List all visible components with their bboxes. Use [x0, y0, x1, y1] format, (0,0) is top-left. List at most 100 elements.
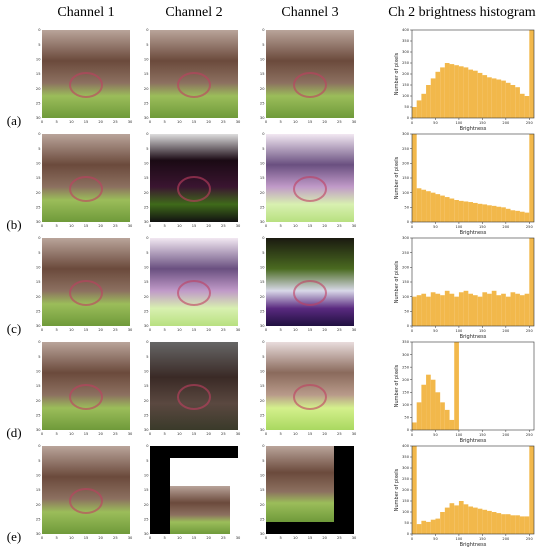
image-y-tick: 10 — [144, 370, 149, 374]
image-y-tick: 0 — [146, 28, 149, 32]
image-y-tick: 20 — [260, 399, 265, 403]
y-tick-label: 300 — [402, 353, 410, 357]
image-y-tick: 25 — [144, 518, 149, 522]
bar — [426, 191, 431, 222]
image-y-tick: 0 — [146, 444, 149, 448]
image-y-tick: 5 — [38, 459, 40, 463]
bar — [421, 93, 427, 118]
image-y-tick: 10 — [260, 58, 265, 62]
bar — [487, 293, 492, 326]
bar — [529, 446, 534, 534]
bar — [412, 446, 417, 534]
image-y-tick: 15 — [144, 488, 149, 492]
image-y-tick: 5 — [38, 43, 40, 47]
image-detail — [293, 384, 327, 410]
x-tick-label: 50 — [433, 537, 438, 541]
image-y-tick: 15 — [36, 72, 41, 76]
x-tick-label: 250 — [526, 329, 534, 333]
column-header: Channel 2 — [165, 5, 222, 20]
image-y-tick: 20 — [36, 295, 41, 299]
image-detail — [69, 384, 103, 410]
image-x-tick: 20 — [206, 536, 211, 540]
image-y-tick: 0 — [262, 28, 265, 32]
bar — [463, 67, 469, 118]
bar — [440, 402, 445, 430]
image-x-tick: 25 — [113, 536, 118, 540]
image-x-tick: 0 — [41, 328, 44, 332]
image-x-tick: 25 — [337, 120, 342, 124]
image-x-tick: 30 — [128, 120, 133, 124]
bar — [487, 510, 492, 534]
y-tick-label: 0 — [407, 324, 410, 328]
x-tick-label: 100 — [455, 433, 463, 437]
image-x-tick: 10 — [69, 224, 74, 228]
y-tick-label: 50 — [404, 310, 409, 314]
y-tick-label: 0 — [407, 428, 410, 432]
image-x-tick: 0 — [149, 328, 152, 332]
x-tick-label: 100 — [455, 225, 463, 229]
y-axis-label: Number of pixels — [394, 52, 400, 95]
image-x-tick: 5 — [164, 328, 166, 332]
image-y-tick: 30 — [36, 324, 41, 328]
image-x-tick: 30 — [352, 224, 357, 228]
bar — [468, 506, 473, 534]
bar — [444, 290, 450, 326]
image-y-tick: 5 — [146, 459, 148, 463]
image-x-tick: 30 — [236, 328, 241, 332]
image-y-tick: 30 — [36, 116, 41, 120]
bar — [430, 379, 436, 430]
image-x-tick: 30 — [128, 536, 133, 540]
image-y-tick: 5 — [262, 251, 264, 255]
bar — [435, 518, 441, 534]
image-x-tick: 25 — [337, 536, 342, 540]
bar — [510, 85, 516, 118]
image-detail — [177, 384, 211, 410]
bar — [510, 210, 516, 222]
image-detail — [177, 176, 211, 202]
image-panel: 0 0 5 5 10 10 15 15 20 20 25 25 30 30 — [36, 28, 133, 124]
image-x-tick: 30 — [236, 432, 241, 436]
image-y-tick: 30 — [144, 428, 149, 432]
image-x-tick: 30 — [352, 328, 357, 332]
image-y-tick: 25 — [36, 518, 41, 522]
image-x-tick: 10 — [293, 536, 298, 540]
bar — [515, 293, 520, 326]
bar — [421, 384, 427, 430]
y-tick-label: 350 — [402, 455, 410, 459]
image-y-tick: 10 — [36, 370, 41, 374]
image-x-tick: 0 — [265, 328, 268, 332]
bar — [440, 295, 445, 326]
bar — [454, 342, 459, 430]
x-tick-label: 50 — [433, 329, 438, 333]
bar — [421, 520, 427, 534]
bar — [435, 194, 441, 222]
image-x-tick: 5 — [280, 536, 282, 540]
bar — [458, 200, 464, 222]
image-y-tick: 5 — [262, 459, 264, 463]
image-y-tick: 25 — [260, 414, 265, 418]
bar — [524, 516, 530, 534]
image-x-tick: 10 — [293, 120, 298, 124]
bar — [515, 87, 520, 118]
image-y-tick: 20 — [36, 503, 41, 507]
image-y-tick: 25 — [144, 310, 149, 314]
bar — [444, 197, 450, 222]
image-x-tick: 25 — [113, 432, 118, 436]
bar — [412, 107, 417, 118]
bar — [435, 293, 441, 326]
image-x-tick: 0 — [149, 120, 152, 124]
image-y-tick: 30 — [144, 220, 149, 224]
y-tick-label: 50 — [404, 521, 409, 525]
bar — [449, 503, 455, 534]
image-y-tick: 5 — [38, 251, 40, 255]
image-x-tick: 25 — [221, 120, 226, 124]
x-tick-label: 50 — [433, 121, 438, 125]
image-x-tick: 0 — [149, 432, 152, 436]
x-tick-label: 150 — [479, 225, 487, 229]
image-x-tick: 15 — [308, 120, 313, 124]
column-header: Channel 1 — [57, 5, 114, 20]
image-y-tick: 25 — [260, 102, 265, 106]
bar — [449, 419, 455, 430]
y-axis-label: Number of pixels — [394, 468, 400, 511]
image-y-tick: 25 — [36, 414, 41, 418]
